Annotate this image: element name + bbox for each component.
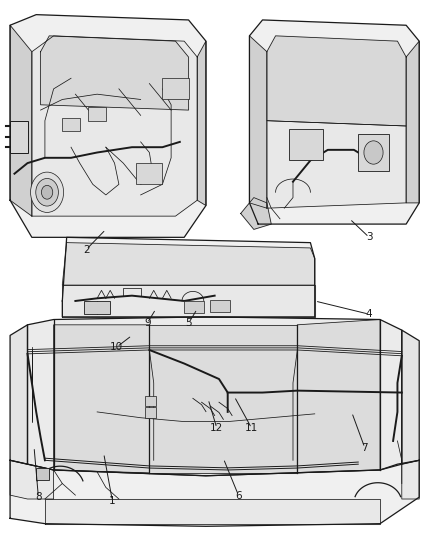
Text: 10: 10 [110, 342, 123, 352]
Circle shape [364, 141, 383, 164]
Polygon shape [250, 36, 267, 208]
Polygon shape [197, 41, 206, 206]
Text: 2: 2 [83, 245, 89, 255]
Text: 3: 3 [366, 232, 372, 243]
Bar [289, 128, 323, 160]
Bar [358, 134, 389, 171]
Polygon shape [297, 319, 380, 473]
Polygon shape [32, 36, 197, 216]
Bar [84, 301, 110, 314]
Text: 12: 12 [210, 423, 223, 433]
Polygon shape [10, 25, 32, 216]
Polygon shape [10, 461, 419, 526]
Polygon shape [402, 330, 419, 464]
Bar [10, 120, 28, 152]
Polygon shape [250, 20, 419, 224]
Text: 1: 1 [109, 496, 116, 506]
Polygon shape [53, 325, 149, 473]
Bar [36, 468, 49, 480]
Polygon shape [406, 41, 419, 203]
Bar [210, 300, 230, 312]
Bar [162, 78, 188, 100]
Polygon shape [10, 461, 53, 499]
Polygon shape [62, 237, 315, 317]
Bar [145, 395, 156, 406]
Text: 7: 7 [361, 443, 368, 453]
Bar [88, 108, 106, 120]
Polygon shape [149, 325, 297, 473]
Text: 9: 9 [144, 318, 151, 328]
Polygon shape [267, 120, 406, 208]
Text: 5: 5 [185, 318, 192, 328]
Polygon shape [10, 14, 206, 237]
Polygon shape [10, 325, 28, 464]
Polygon shape [241, 198, 271, 229]
Polygon shape [267, 36, 406, 126]
Polygon shape [402, 461, 419, 499]
Circle shape [36, 179, 58, 206]
Polygon shape [62, 285, 315, 317]
Polygon shape [62, 243, 315, 285]
Polygon shape [41, 36, 188, 110]
Circle shape [42, 185, 53, 199]
Bar [136, 163, 162, 184]
Text: 8: 8 [35, 492, 42, 502]
Polygon shape [28, 317, 402, 476]
Text: 4: 4 [366, 309, 372, 319]
Text: 6: 6 [235, 490, 242, 500]
Circle shape [31, 172, 64, 213]
Bar [145, 407, 156, 418]
Text: 11: 11 [245, 423, 258, 433]
Polygon shape [45, 499, 380, 523]
Bar [184, 301, 204, 313]
Bar [62, 118, 80, 131]
